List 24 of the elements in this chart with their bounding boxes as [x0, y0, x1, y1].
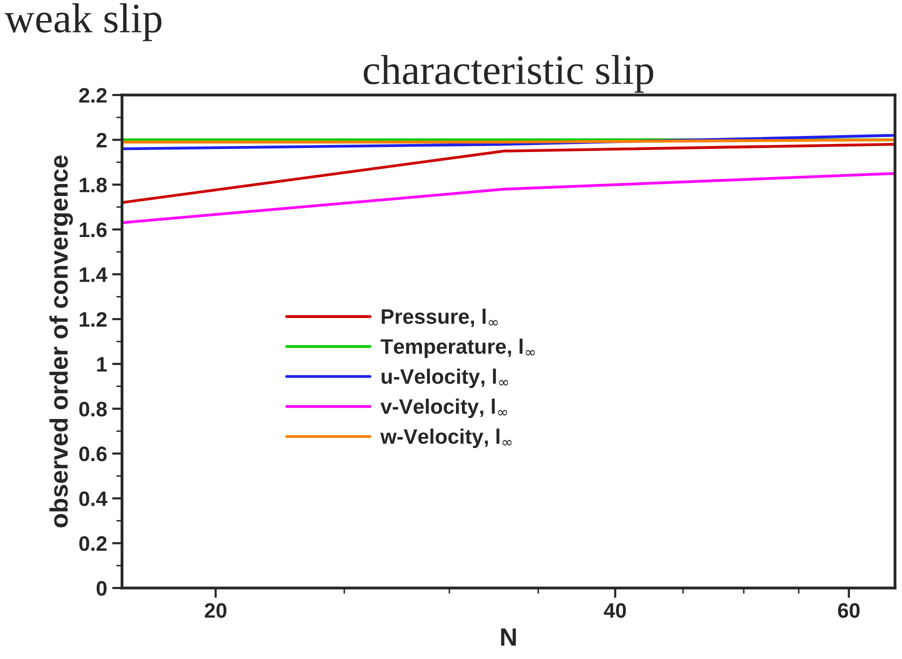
y-tick-label: 1.6 — [80, 222, 107, 238]
y-axis-title: observed order of convergence — [49, 155, 73, 528]
legend-label: v-Velocity, l$_{∞}$ — [380, 398, 507, 418]
y-tick-label: 1.2 — [80, 312, 107, 327]
legend-label: Pressure, l$_{∞}$ — [382, 308, 498, 327]
legend-label: u-Velocity, l$_{∞}$ — [382, 368, 508, 388]
y-tick-label: 1.4 — [80, 267, 108, 282]
text: weak slip — [4, 3, 162, 42]
y-tick-label: 2.2 — [79, 88, 107, 103]
x-tick-label: 40 — [604, 603, 626, 618]
y-tick-label: 1 — [97, 357, 107, 372]
x-tick-label: 20 — [204, 603, 226, 618]
y-tick-label: 0.2 — [79, 536, 107, 551]
y-tick-label: 1.8 — [80, 178, 107, 192]
x-axis-title: N — [501, 628, 516, 646]
legend-label: Temperature, l$_{∞}$ — [380, 338, 535, 358]
y-tick-label: 0 — [96, 581, 107, 596]
y-tick-label: 0.4 — [79, 491, 108, 506]
chart-title: characteristic slip — [364, 54, 654, 93]
x-tick-label: 60 — [838, 603, 860, 618]
legend-label: w-Velocity, l$_{∞}$ — [380, 428, 512, 448]
y-tick-label: 2 — [96, 132, 107, 148]
y-tick-label: 0.6 — [79, 446, 107, 462]
y-tick-label: 0.8 — [79, 402, 107, 416]
